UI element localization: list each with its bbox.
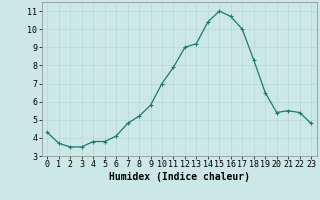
X-axis label: Humidex (Indice chaleur): Humidex (Indice chaleur) — [109, 172, 250, 182]
